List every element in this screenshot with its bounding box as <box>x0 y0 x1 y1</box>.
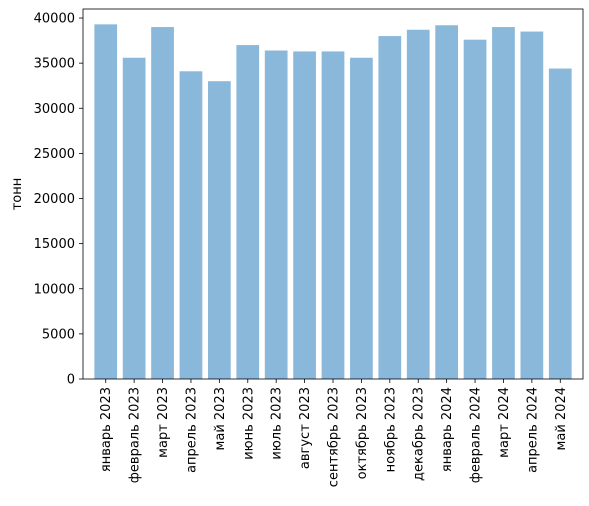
x-axis: январь 2023 февраль 2023 март 2023 апрель 2… <box>99 379 569 487</box>
y-tick-label: 40000 <box>34 12 75 27</box>
y-tick-label: 15000 <box>34 237 75 252</box>
x-tick-label: сентябрь 2023 <box>327 387 342 487</box>
bars-group <box>94 24 572 380</box>
bar <box>179 71 203 379</box>
x-tick-label: март 2024 <box>497 387 512 458</box>
bar <box>492 27 515 380</box>
y-tick-label: 35000 <box>34 57 75 72</box>
bar <box>122 57 146 379</box>
x-tick-label: январь 2023 <box>99 387 114 472</box>
bar <box>151 27 174 380</box>
y-tick-label: 0 <box>67 373 75 388</box>
x-tick-label: август 2023 <box>298 387 313 469</box>
x-tick-label: май 2024 <box>554 387 569 450</box>
bar <box>94 24 118 380</box>
y-tick-label: 25000 <box>34 147 75 162</box>
x-tick-label: март 2023 <box>156 387 171 458</box>
y-axis: 0 5000 10000 15000 20000 25000 30000 35000 40000 <box>34 12 83 388</box>
x-tick-label: ноябрь 2023 <box>383 387 398 472</box>
bar <box>548 68 572 379</box>
x-tick-label: январь 2024 <box>440 387 455 472</box>
x-tick-label: июль 2023 <box>270 387 285 460</box>
y-tick-label: 10000 <box>34 282 75 297</box>
x-tick-label: октябрь 2023 <box>355 387 370 479</box>
x-tick-label: июнь 2023 <box>241 387 256 460</box>
x-tick-label: декабрь 2023 <box>412 387 427 481</box>
x-tick-label: апрель 2024 <box>525 387 540 473</box>
bar <box>321 51 345 379</box>
y-tick-label: 20000 <box>34 192 75 207</box>
bar <box>208 81 231 379</box>
x-tick-label: февраль 2023 <box>128 387 143 483</box>
bar <box>463 39 487 380</box>
bar <box>264 50 288 379</box>
y-axis-label: тонн <box>10 178 25 211</box>
bar <box>236 45 260 379</box>
y-tick-label: 30000 <box>34 102 75 117</box>
x-tick-label: апрель 2023 <box>184 387 199 473</box>
bar <box>435 25 458 380</box>
bar <box>520 31 544 380</box>
x-tick-label: май 2023 <box>213 387 228 450</box>
bar <box>350 57 373 379</box>
bar <box>293 51 316 379</box>
x-tick-label: февраль 2024 <box>469 387 484 483</box>
bar <box>378 36 402 379</box>
plot-frame <box>82 8 584 380</box>
y-tick-label: 5000 <box>42 327 75 342</box>
bar <box>406 29 430 379</box>
